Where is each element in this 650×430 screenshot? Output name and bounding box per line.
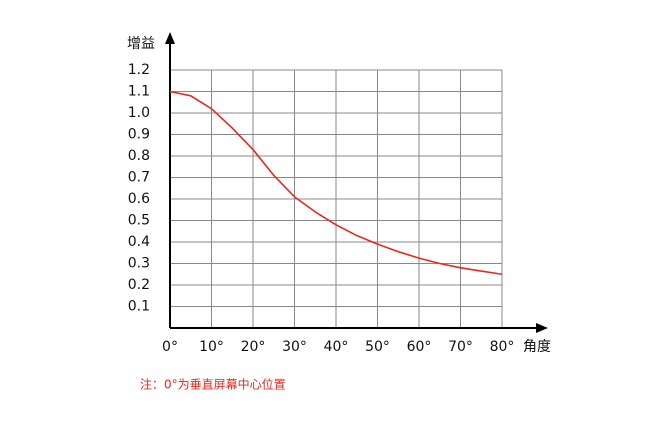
y-tick-label: 0.5	[128, 213, 150, 229]
y-tick-label: 0.9	[128, 127, 150, 143]
x-axis-label: 角度	[523, 339, 551, 355]
y-tick-label: 1.1	[128, 84, 150, 100]
x-tick-label: 10°	[199, 339, 224, 355]
data-line	[169, 90, 503, 276]
y-axis-arrow	[165, 32, 175, 44]
y-tick-label: 0.2	[128, 277, 150, 293]
y-tick-label: 1.0	[128, 105, 150, 121]
y-tick-label: 0.7	[128, 170, 150, 186]
x-tick-label: 40°	[324, 339, 349, 355]
x-tick-label: 70°	[448, 339, 473, 355]
y-axis-label: 增益	[127, 36, 155, 52]
x-tick-label: 0°	[162, 339, 178, 355]
x-axis-arrow	[536, 323, 548, 333]
y-tick-label: 1.2	[128, 62, 150, 78]
x-tick-label: 60°	[407, 339, 432, 355]
y-tick-label: 0.8	[128, 148, 150, 164]
note: 注：0°为垂直屏幕中心位置	[140, 377, 286, 392]
x-tick-label: 20°	[241, 339, 266, 355]
y-tick-label: 0.4	[128, 234, 150, 250]
y-tick-label: 0.6	[128, 191, 150, 207]
x-tick-label: 80°	[490, 339, 515, 355]
x-tick-label: 50°	[365, 339, 390, 355]
x-tick-label: 30°	[282, 339, 307, 355]
y-tick-label: 0.1	[128, 299, 150, 315]
y-tick-label: 0.3	[128, 256, 150, 272]
